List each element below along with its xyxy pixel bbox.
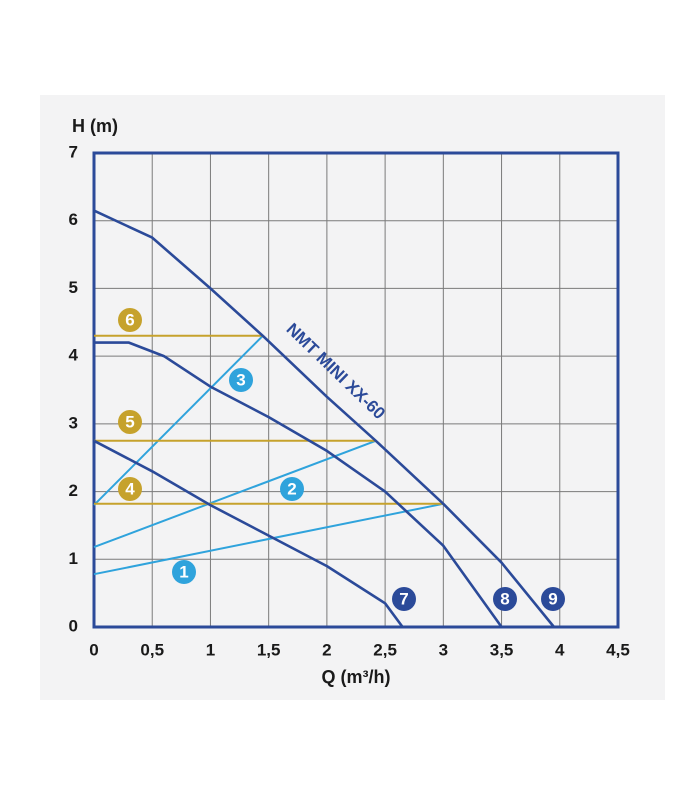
x-tick-label: 4: [555, 640, 565, 659]
y-axis-title: H (m): [72, 116, 118, 136]
curve-badge-label: 7: [399, 589, 408, 608]
curve-badge: [172, 560, 196, 584]
curve: [94, 341, 503, 628]
curve-badge: [392, 587, 416, 611]
curve-badge: [118, 477, 142, 501]
curve-badge-label: 6: [125, 310, 134, 329]
y-tick-label: 6: [69, 210, 78, 229]
y-tick-label: 0: [69, 616, 78, 635]
x-tick-label: 3,5: [490, 640, 514, 659]
curve-badge: [493, 587, 517, 611]
x-axis-title: Q (m³/h): [322, 667, 391, 687]
curve-badge-label: 8: [500, 589, 509, 608]
y-tick-label: 2: [69, 481, 78, 500]
x-tick-label: 1,5: [257, 640, 281, 659]
x-tick-label: 3: [439, 640, 448, 659]
y-tick-label: 5: [69, 278, 78, 297]
curve: [93, 502, 444, 576]
curve-badge-label: 9: [548, 589, 557, 608]
x-tick-label: 2,5: [373, 640, 397, 659]
curve: [93, 439, 377, 549]
x-tick-label: 0,5: [140, 640, 164, 659]
y-tick-label: 1: [69, 549, 78, 568]
curve: [93, 335, 264, 506]
curve-badge-label: 4: [125, 479, 135, 498]
curve-badge-label: 3: [236, 370, 245, 389]
x-tick-label: 4,5: [606, 640, 630, 659]
y-tick-label: 7: [69, 142, 78, 161]
curve-badge: [280, 477, 304, 501]
curve-badge: [541, 587, 565, 611]
y-tick-label: 4: [69, 346, 79, 365]
x-tick-label: 2: [322, 640, 331, 659]
x-tick-label: 1: [206, 640, 215, 659]
curve-badge: [229, 368, 253, 392]
curve-badge: [118, 410, 142, 434]
curve-badge-label: 5: [125, 412, 134, 431]
curve: [93, 209, 556, 628]
x-tick-label: 0: [89, 640, 98, 659]
plot-frame: [92, 151, 620, 629]
y-tick-label: 3: [69, 413, 78, 432]
curve-badge-label: 1: [179, 562, 188, 581]
curve-badge-label: 2: [287, 479, 296, 498]
curve: [93, 439, 404, 628]
curve-badge: [118, 308, 142, 332]
